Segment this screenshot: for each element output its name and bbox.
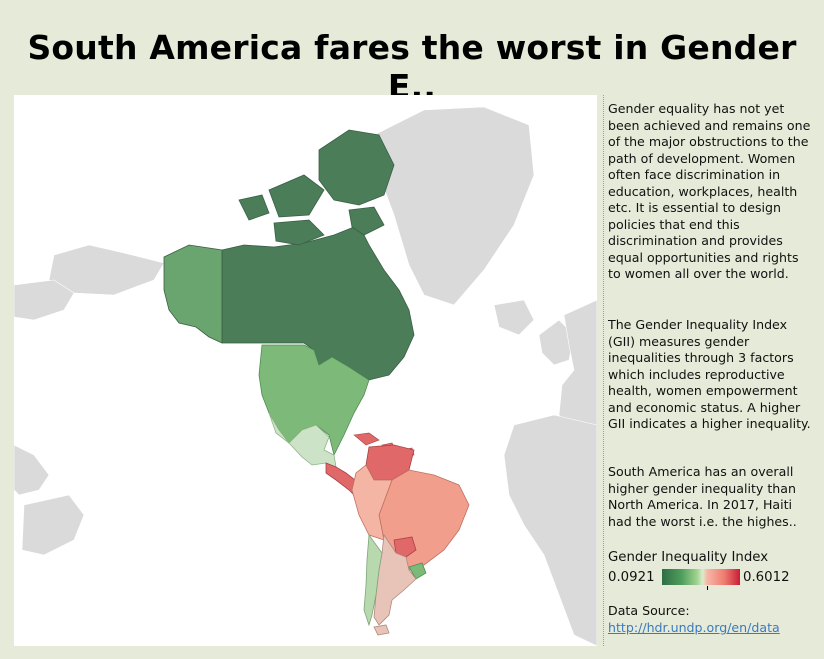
canada-arctic-islands[interactable] [238, 129, 395, 246]
data-source-link[interactable]: http://hdr.undp.org/en/data [608, 620, 780, 635]
asia-land [14, 279, 75, 321]
chile-region[interactable] [363, 533, 383, 627]
uruguay-region[interactable] [408, 562, 427, 580]
greenland-land [373, 106, 535, 306]
legend-max-value: 0.6012 [743, 570, 790, 585]
dashboard-title: South America fares the worst in Gender … [27, 28, 797, 106]
choropleth-map[interactable] [14, 95, 597, 646]
mexico-region[interactable] [268, 412, 337, 468]
russia-east-land [48, 244, 165, 296]
data-source-label: Data Source: [608, 603, 690, 618]
australia-land [21, 494, 85, 556]
legend-color-ramp [662, 569, 740, 585]
uk-land [538, 319, 575, 366]
legend-title: Gender Inequality Index [608, 550, 769, 565]
paraguay-region[interactable] [393, 536, 417, 558]
africa-land [503, 414, 597, 646]
tierra-del-fuego[interactable] [373, 624, 390, 636]
other-land [14, 106, 597, 646]
pacific-island-land [14, 444, 50, 496]
panel-divider [603, 95, 604, 646]
legend-min-value: 0.0921 [608, 570, 655, 585]
map-svg[interactable] [14, 95, 597, 646]
andes-region[interactable] [351, 464, 393, 541]
iceland-land [493, 299, 535, 336]
canada-region[interactable] [221, 224, 415, 381]
conclusion-paragraph: South America has an overall higher gend… [608, 464, 797, 529]
info-panel: Gender equality has not yet been achieve… [603, 95, 815, 646]
legend-tick [707, 586, 708, 590]
alaska-region[interactable] [163, 244, 223, 344]
europe-land [558, 299, 597, 436]
gii-paragraph: The Gender Inequality Index (GII) measur… [608, 317, 811, 431]
intro-paragraph: Gender equality has not yet been achieve… [608, 101, 811, 281]
